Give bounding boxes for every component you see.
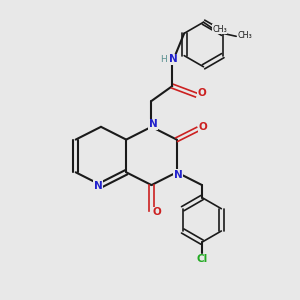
Text: N: N xyxy=(169,54,178,64)
Text: O: O xyxy=(152,207,161,218)
Text: N: N xyxy=(174,170,183,180)
Text: CH₃: CH₃ xyxy=(238,31,253,40)
Text: N: N xyxy=(94,181,102,191)
Text: Cl: Cl xyxy=(196,254,208,264)
Text: O: O xyxy=(199,122,207,132)
Text: O: O xyxy=(197,88,206,98)
Text: CH₃: CH₃ xyxy=(212,25,227,34)
Text: H: H xyxy=(160,55,167,64)
Text: N: N xyxy=(148,119,157,129)
